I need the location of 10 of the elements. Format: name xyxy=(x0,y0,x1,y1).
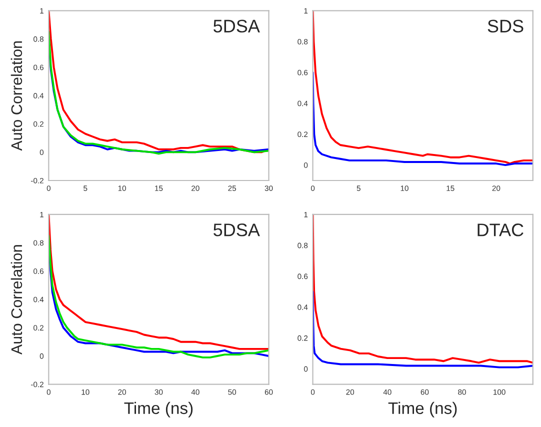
x-axis-title: Time (ns) xyxy=(124,402,193,418)
chart-title: SDS xyxy=(488,20,524,33)
y-axis-title: Auto Correlation xyxy=(10,245,22,355)
chart-title: 5DSA xyxy=(214,224,260,236)
x-axis-title: Time (ns) xyxy=(388,402,457,418)
y-axis-title: Auto Correlation xyxy=(10,41,22,151)
chart-title: 5DSA xyxy=(214,20,260,33)
chart-title: DTAC xyxy=(478,224,524,236)
line-series xyxy=(312,290,533,368)
line-series xyxy=(312,71,533,166)
